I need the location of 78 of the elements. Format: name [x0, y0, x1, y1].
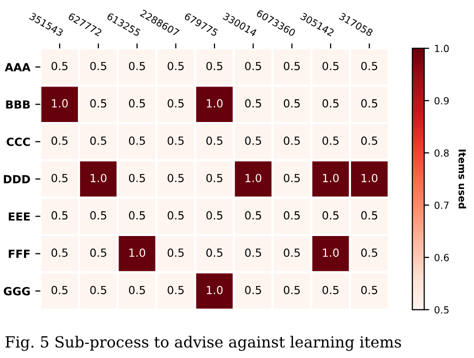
data-label: 0.5 [90, 62, 106, 70]
data-label: 0.5 [90, 99, 106, 108]
data-label: 0.5 [361, 62, 378, 70]
data-label: 0.5 [245, 136, 262, 145]
data-label: 0.5 [168, 248, 184, 257]
data-label: 0.5 [90, 211, 106, 220]
data-label: 0.5 [284, 286, 300, 294]
data-label: 0.5 [52, 211, 68, 220]
data-label: 1.0 [52, 99, 68, 108]
color-bar-label: 0.7 [434, 202, 449, 209]
data-label: 0.5 [168, 286, 184, 294]
color-bar-label: 0.9 [434, 97, 449, 104]
data-label: 0.5 [52, 136, 68, 145]
y-tick-label: FFF [8, 250, 30, 258]
color-bar-label: 0.6 [434, 254, 449, 262]
data-label: 0.5 [361, 248, 378, 257]
data-label: 0.5 [361, 211, 378, 220]
data-label: 0.5 [90, 136, 106, 145]
data-label: 0.5 [322, 286, 338, 294]
data-label: 0.5 [206, 174, 222, 182]
data-label: 0.5 [361, 99, 378, 108]
y-tick-label: BBB [6, 100, 30, 109]
data-label: 0.5 [168, 99, 184, 108]
color-bar-title: Items used [458, 150, 466, 208]
caption: Fig. 5 Sub-process to advise against learning items [6, 336, 402, 351]
data-label: 1.0 [206, 99, 223, 108]
data-label: 0.5 [128, 136, 145, 145]
data-label: 0.5 [90, 248, 106, 257]
data-label: 0.5 [245, 286, 262, 294]
data-label: 0.5 [284, 174, 300, 182]
color-bar-label: 1.0 [435, 44, 449, 52]
data-label: 0.5 [168, 136, 184, 145]
color-bar-label: 0.8 [434, 149, 449, 157]
data-label: 0.5 [322, 99, 338, 108]
data-label: 0.5 [206, 211, 222, 220]
data-label: 0.5 [284, 248, 300, 257]
data-label: 0.5 [168, 211, 184, 220]
data-label: 0.5 [322, 62, 338, 70]
data-label: 0.5 [128, 286, 145, 294]
data-label: 1.0 [323, 174, 339, 182]
data-label: 1.0 [246, 174, 262, 182]
data-label: 0.5 [128, 99, 145, 108]
data-label: 0.5 [128, 174, 145, 182]
data-label: 0.5 [361, 136, 378, 145]
data-label: 0.5 [322, 211, 338, 220]
data-label: 0.5 [284, 62, 300, 70]
y-tick-label: GGG [4, 286, 30, 296]
y-tick-label: EEE [8, 212, 30, 221]
data-label: 0.5 [168, 62, 184, 70]
data-label: 0.5 [284, 136, 300, 145]
data-label: 0.5 [206, 62, 222, 70]
data-label: 0.5 [52, 286, 68, 294]
data-label: 0.5 [206, 248, 222, 257]
data-label: 0.5 [245, 211, 262, 220]
data-label: 0.5 [128, 211, 145, 220]
data-label: 1.0 [129, 248, 146, 257]
data-label: 1.0 [206, 286, 223, 294]
data-label: 1.0 [362, 174, 378, 182]
y-tick-label: CCC [6, 138, 30, 146]
data-label: 0.5 [206, 136, 222, 145]
data-label: 1.0 [323, 248, 339, 257]
data-label: 0.5 [322, 136, 338, 145]
data-label: 1.0 [90, 174, 106, 182]
data-label: 0.5 [284, 211, 300, 220]
data-label: 0.5 [245, 62, 262, 70]
data-label: 0.5 [284, 99, 300, 108]
data-label: 0.5 [90, 286, 106, 294]
data-label: 0.5 [128, 62, 145, 70]
data-label: 0.5 [245, 248, 262, 257]
data-label: 0.5 [52, 174, 68, 182]
data-label: 0.5 [168, 174, 184, 182]
data-label: 0.5 [52, 248, 68, 257]
data-label: 0.5 [52, 62, 68, 70]
color-bar-label: 0.5 [434, 306, 449, 314]
y-tick-label: DDD [4, 175, 30, 184]
data-label: 0.5 [245, 99, 262, 108]
data-label: 0.5 [361, 286, 378, 294]
y-tick-label: AAA [4, 63, 31, 72]
